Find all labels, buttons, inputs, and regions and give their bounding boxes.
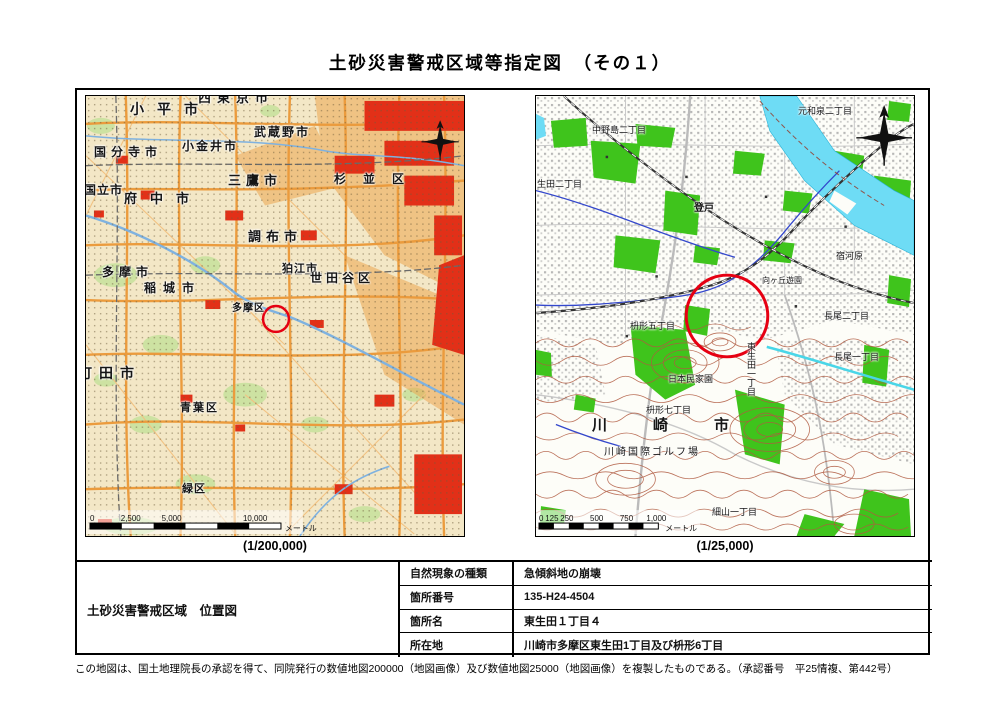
map-label: 東生田一丁目 xyxy=(746,342,756,396)
scale-unit: メートル xyxy=(665,524,697,533)
map-label: 三鷹市 xyxy=(228,173,283,188)
boundary-line xyxy=(759,100,885,206)
map-label: 狛江市 xyxy=(282,263,318,275)
map-label: 川崎市 xyxy=(592,417,776,434)
streams xyxy=(536,170,840,448)
map-label: 小平市 xyxy=(130,101,211,117)
detail-map: 0 125 250 500 750 1,000 メートル xyxy=(535,95,915,537)
page-title: 土砂災害警戒区域等指定図 （その１） xyxy=(328,53,672,73)
map-label: 調布市 xyxy=(248,229,303,244)
map-label: 宿河原 xyxy=(836,251,864,261)
map-label: 枡形七丁目 xyxy=(646,405,692,415)
target-location-circle xyxy=(684,273,770,359)
railway-lines xyxy=(536,96,914,315)
map-label: 武蔵野市 xyxy=(254,125,311,139)
map-label: 世田谷区 xyxy=(310,271,375,285)
scale-tick: 5,000 xyxy=(162,514,182,523)
scale-tick: 2,500 xyxy=(121,514,141,523)
row-label-address: 所在地 xyxy=(400,633,514,657)
scale-tick: 0 xyxy=(539,514,544,523)
map-label: 生田二丁目 xyxy=(537,179,583,189)
map-label: 緑区 xyxy=(182,483,206,495)
overview-map-artwork: 0 2,500 5,000 10,000 メートル xyxy=(86,96,464,536)
overview-map-scale-caption: (1/200,000) xyxy=(243,539,307,553)
map-label: 細山一丁目 xyxy=(712,507,758,517)
tama-river xyxy=(536,96,914,256)
map-label: 小金井市 xyxy=(182,139,239,153)
map-label: 多摩区 xyxy=(232,303,265,314)
copyright-note: この地図は、国土地理院長の承認を得て、同院発行の数値地図200000（地図画像）… xyxy=(75,663,898,675)
detail-map-artwork: 0 125 250 500 750 1,000 メートル xyxy=(536,96,914,536)
detail-map-scale-caption: (1/25,000) xyxy=(696,539,754,553)
map-label: 長尾二丁目 xyxy=(824,311,870,321)
map-label: 向ヶ丘遊園 xyxy=(762,276,802,285)
map-label: 枡形五丁目 xyxy=(630,321,676,331)
scale-tick: 0 xyxy=(90,514,95,523)
row-value-site-number: 135-H24-4504 xyxy=(514,586,932,610)
map-label: 国分寺市 xyxy=(94,145,163,159)
aqueduct xyxy=(766,345,914,391)
map-label: 杉並区 xyxy=(334,172,422,186)
designation-info-table: 土砂災害警戒区域 位置図 自然現象の種類 急傾斜地の崩壊 箇所番号 135-H2… xyxy=(77,560,932,657)
map-label: 川崎国際ゴルフ場 xyxy=(604,447,700,458)
map-label: 青葉区 xyxy=(180,402,219,414)
row-label-site-number: 箇所番号 xyxy=(400,585,514,610)
contour-lines xyxy=(536,323,914,535)
map-label: 府中市 xyxy=(124,191,203,206)
map-label: 日本民家園 xyxy=(668,374,714,384)
map-label: 町田市 xyxy=(86,365,141,381)
map-label: 稲城市 xyxy=(144,281,202,295)
scale-tick: 10,000 xyxy=(243,514,268,523)
map-label: 長尾一丁目 xyxy=(834,352,880,362)
poi-dots xyxy=(605,155,847,338)
scale-tick: 500 xyxy=(590,514,604,523)
overview-map: 0 2,500 5,000 10,000 メートル 西東京市 小平市 国分 xyxy=(85,95,465,537)
building-texture xyxy=(86,96,464,536)
row-value-address: 川崎市多摩区東生田1丁目及び枡形6丁目 xyxy=(524,640,724,653)
map-label: 元和泉二丁目 xyxy=(798,106,853,116)
map-type-cell: 土砂災害警戒区域 位置図 xyxy=(77,562,400,657)
sheet-frame: 0 2,500 5,000 10,000 メートル 西東京市 小平市 国分 xyxy=(75,88,932,657)
row-value-phenomenon: 急傾斜地の崩壊 xyxy=(514,562,932,586)
scale-bar-right: 0 125 250 500 750 1,000 メートル xyxy=(536,510,701,535)
row-value-site-name: 東生田１丁目４ xyxy=(514,610,932,634)
scale-bar-left: 0 2,500 5,000 10,000 メートル xyxy=(86,510,317,535)
map-label: 登戸 xyxy=(694,203,714,214)
compass-rose xyxy=(421,120,459,161)
scale-tick: 125 xyxy=(545,514,559,523)
row-label-phenomenon: 自然現象の種類 xyxy=(400,562,514,586)
map-label: 中野島二丁目 xyxy=(592,125,647,135)
scale-tick: 750 xyxy=(620,514,634,523)
map-label: 多摩市 xyxy=(102,265,154,279)
target-location-circle xyxy=(261,304,291,334)
scale-tick: 250 xyxy=(560,514,574,523)
map-label: 西東京市 xyxy=(198,95,275,105)
scale-tick: 1,000 xyxy=(646,514,666,523)
row-label-site-name: 箇所名 xyxy=(400,609,514,634)
map-label: 国立市 xyxy=(85,183,124,197)
scale-unit: メートル xyxy=(285,524,317,533)
